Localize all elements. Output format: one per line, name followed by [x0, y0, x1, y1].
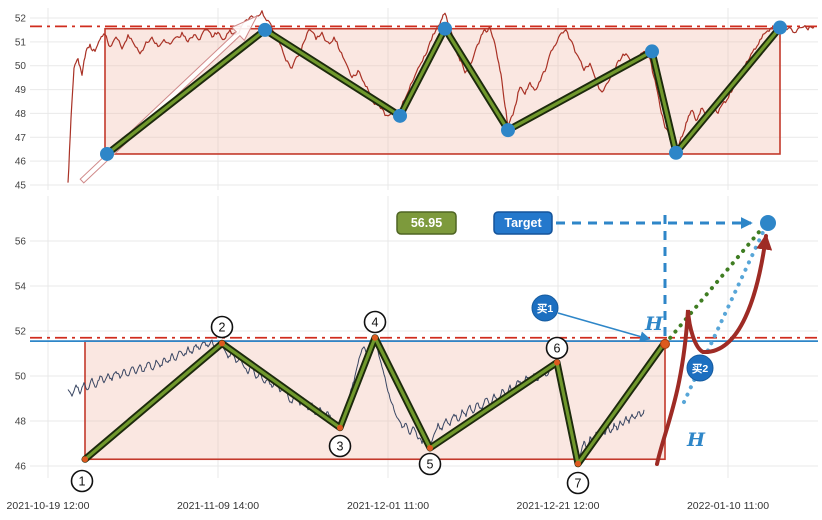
y-tick-label: 50 — [15, 61, 27, 72]
zigzag-line — [83, 336, 667, 466]
green-projection-dotted — [663, 224, 766, 346]
y-tick-label: 46 — [15, 157, 27, 168]
pivot-dot — [100, 146, 114, 161]
price-line — [67, 10, 815, 183]
pivot-number-circle — [328, 434, 352, 458]
x-axis-label: 2022-01-10 11:00 — [686, 500, 770, 512]
pivot-number-circle — [566, 471, 590, 495]
buy1-badge[interactable] — [531, 294, 559, 322]
height-h-label: H — [644, 313, 664, 335]
pivot-number: 7 — [575, 476, 582, 490]
x-axis-label: 2021-12-01 11:00 — [346, 500, 430, 512]
pivot-dot — [645, 44, 659, 59]
pivot-dot — [438, 21, 452, 36]
x-axis-label: 2021-10-19 12:00 — [6, 500, 90, 512]
top-panel: 52 51 50 49 48 47 46 45 — [15, 8, 818, 191]
breakout-dot — [660, 339, 670, 349]
range-box — [104, 27, 781, 155]
y-tick-label: 48 — [15, 417, 27, 428]
x-axis-label: 2021-11-09 14:00 — [176, 500, 260, 512]
target-label[interactable] — [493, 211, 553, 235]
zigzag-line — [105, 25, 782, 156]
x-axis: 2021-10-19 12:00 2021-11-09 14:00 2021-12-… — [0, 496, 822, 520]
range-box — [84, 340, 666, 461]
y-tick-label: 45 — [15, 180, 27, 191]
pivot-number-circle — [70, 469, 94, 493]
y-tick-label: 49 — [15, 85, 27, 96]
target-price-label[interactable] — [396, 211, 457, 235]
pivot-dot — [773, 20, 787, 35]
height-h-label: H — [686, 429, 706, 451]
y-tick-label: 51 — [15, 37, 27, 48]
zigzag-vertex-dot — [337, 424, 343, 431]
y-tick-label: 48 — [15, 109, 27, 120]
pivot-number: 1 — [79, 474, 86, 488]
zigzag-vertex-dot — [554, 359, 560, 366]
target-dot — [760, 215, 776, 231]
zigzag-vertex-dot — [372, 334, 378, 341]
pivot-number: 3 — [337, 439, 344, 453]
pivot-number: 6 — [554, 341, 561, 355]
pivot-number-circle — [545, 336, 569, 360]
x-axis-label: 2021-12-21 12:00 — [516, 500, 600, 512]
zigzag-vertex-dot — [219, 340, 225, 347]
zigzag-vertex-dot — [575, 460, 581, 467]
pivot-number-circle — [363, 310, 387, 334]
pivot-number-circle — [418, 452, 442, 476]
pivot-number: 4 — [372, 315, 379, 329]
y-tick-label: 52 — [15, 327, 27, 338]
pivot-number-circle — [210, 315, 234, 339]
red-curve-arrow — [655, 233, 773, 466]
y-tick-label: 56 — [15, 237, 27, 248]
y-tick-label: 46 — [15, 462, 27, 473]
zigzag-vertex-dot — [82, 456, 88, 463]
pivot-number: 2 — [219, 320, 226, 334]
buy2-badge[interactable] — [686, 354, 714, 382]
buy1-badge-label: 买1 — [537, 303, 553, 315]
target-label-text: Target — [504, 216, 542, 230]
target-price-label-text: 56.95 — [411, 216, 442, 230]
pivot-dot — [393, 108, 407, 123]
buy2-badge-label: 买2 — [692, 363, 708, 375]
pivot-dot — [258, 22, 272, 37]
buy1-pointer-arrow — [557, 312, 651, 342]
y-tick-label: 47 — [15, 133, 27, 144]
y-tick-label: 52 — [15, 14, 27, 25]
pivot-number: 5 — [427, 457, 434, 471]
pivot-dot — [501, 123, 515, 138]
y-tick-label: 50 — [15, 372, 27, 383]
pivot-dot — [669, 145, 683, 160]
zigzag-vertex-dot — [427, 445, 433, 451]
y-tick-label: 54 — [15, 282, 27, 293]
